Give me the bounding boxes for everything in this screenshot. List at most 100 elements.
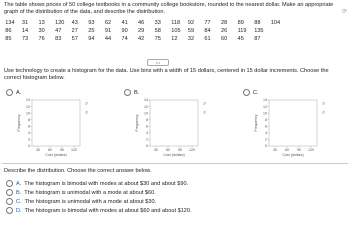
table-cell: 135	[254, 28, 264, 34]
table-cell: 58	[154, 28, 161, 34]
table-cell: 94	[88, 36, 95, 42]
y-tick-label: 6	[146, 124, 148, 128]
choice[interactable]: B. The histogram is unimodal with a mode …	[6, 189, 156, 196]
y-axis-label: Frequency	[17, 114, 21, 131]
choice-text: The histogram is bimodal with modes at a…	[24, 207, 192, 214]
table-cell: 26	[221, 28, 228, 34]
table-cell: 61	[204, 36, 211, 42]
x-tick-label: 120	[189, 148, 195, 152]
divider	[2, 163, 348, 164]
zoom-icon[interactable]: ⌕	[322, 110, 325, 116]
option[interactable]: C.	[243, 89, 259, 96]
table-cell: 46	[138, 20, 145, 26]
x-axis-label: Cost (dollars)	[163, 153, 184, 157]
y-tick-label: 0	[265, 144, 267, 148]
table-cell: 90	[121, 28, 128, 34]
choice-letter: A.	[16, 180, 22, 187]
choice[interactable]: C. The histogram is unimodal with a mode …	[6, 198, 156, 205]
table-row: 134 31 13 120 43 93 62 41 46 33 118 92 77 28 89 88 104	[2, 19, 284, 27]
choice-text: The histogram is unimodal with a mode at…	[24, 189, 156, 196]
radio[interactable]	[6, 189, 13, 196]
option[interactable]: B.	[124, 89, 139, 96]
table-cell: 44	[104, 36, 112, 42]
choice[interactable]: A. The histogram is bimodal with modes at…	[6, 180, 188, 187]
zoom-icon[interactable]: ⌕	[85, 110, 88, 116]
table-cell: 134	[5, 20, 15, 26]
radio[interactable]	[243, 89, 250, 96]
x-tick-label: 60	[166, 148, 170, 152]
x-axis-label: Cost (dollars)	[282, 153, 303, 157]
table-cell: 85	[5, 36, 12, 42]
choice-text: The histogram is unimodal with a mode at…	[24, 198, 157, 205]
y-tick-label: 6	[265, 124, 267, 128]
y-tick-label: 12	[144, 105, 148, 109]
zoom-icon[interactable]: ⌕	[85, 101, 88, 107]
choice-letter: D.	[16, 207, 22, 214]
data-table: 134 31 13 120 43 93 62 41 46 33 118 92 77 28 89 88 104 86…	[2, 19, 284, 43]
y-tick-label: 4	[146, 131, 148, 135]
y-tick-label: 8	[265, 118, 267, 122]
y-tick-label: 4	[28, 131, 30, 135]
table-cell: 42	[138, 36, 145, 42]
plot-area	[31, 99, 81, 147]
y-tick-label: 4	[265, 131, 267, 135]
radio[interactable]	[6, 180, 13, 187]
y-tick-label: 10	[26, 111, 30, 115]
table-cell: 89	[237, 20, 244, 26]
icon[interactable]: ⟳	[341, 9, 347, 15]
y-tick-label: 14	[263, 98, 267, 102]
x-tick-label: 60	[285, 148, 289, 152]
table-cell: 47	[55, 28, 62, 34]
expand-button[interactable]: •••	[147, 59, 169, 66]
table-cell: 62	[104, 20, 112, 26]
radio[interactable]	[6, 198, 13, 205]
zoom-icon[interactable]: ⌕	[203, 110, 206, 116]
x-tick-label: 120	[71, 148, 77, 152]
table-cell: 84	[204, 28, 211, 34]
zoom-icon[interactable]: ⌕	[203, 101, 206, 107]
radio[interactable]	[6, 207, 13, 214]
intro: The table shows prices of 50 college tex…	[4, 2, 334, 15]
y-tick-label: 8	[28, 118, 30, 122]
table-cell: 120	[55, 20, 65, 26]
table-cell: 25	[88, 28, 95, 34]
x-tick-label: 30	[36, 148, 40, 152]
radio[interactable]	[124, 89, 131, 96]
table-cell: 104	[270, 20, 281, 26]
table-row: 86 14 30 47 27 25 91 90 29 58 105 59 84 26 119 135	[2, 27, 284, 35]
table-cell: 76	[38, 36, 45, 42]
x-tick-label: 90	[60, 148, 64, 152]
x-tick-label: 60	[48, 148, 52, 152]
table-cell: 73	[21, 36, 29, 42]
radio[interactable]	[6, 89, 13, 96]
y-tick-label: 10	[263, 111, 267, 115]
table-cell: 88	[254, 20, 261, 26]
table-cell: 83	[55, 36, 62, 42]
zoom-icon[interactable]: ⌕	[322, 101, 325, 107]
table-cell: 29	[138, 28, 145, 34]
choice[interactable]: D. The histogram is bimodal with modes at…	[6, 207, 192, 214]
table-cell: 105	[171, 28, 181, 34]
table-cell: 60	[221, 36, 228, 42]
y-tick-label: 12	[263, 105, 267, 109]
table-cell: 41	[121, 20, 128, 26]
y-axis-label: Frequency	[254, 114, 258, 131]
table-cell: 74	[121, 36, 128, 42]
table-cell: 45	[237, 36, 244, 42]
table-cell: 75	[154, 36, 161, 42]
x-tick-label: 90	[297, 148, 301, 152]
option-letter: A.	[16, 89, 22, 96]
x-axis-label: Cost (dollars)	[45, 153, 66, 157]
table-cell: 59	[187, 28, 195, 34]
table-cell: 33	[154, 20, 161, 26]
table-cell: 87	[254, 36, 261, 42]
choice-text: The histogram is bimodal with modes at a…	[24, 180, 189, 187]
table-cell: 93	[88, 20, 95, 26]
table-cell: 30	[38, 28, 45, 34]
x-tick-label: 30	[273, 148, 277, 152]
y-tick-label: 14	[26, 98, 30, 102]
option[interactable]: A.	[6, 89, 21, 96]
y-tick-label: 0	[28, 144, 30, 148]
table-cell: 32	[187, 36, 195, 42]
